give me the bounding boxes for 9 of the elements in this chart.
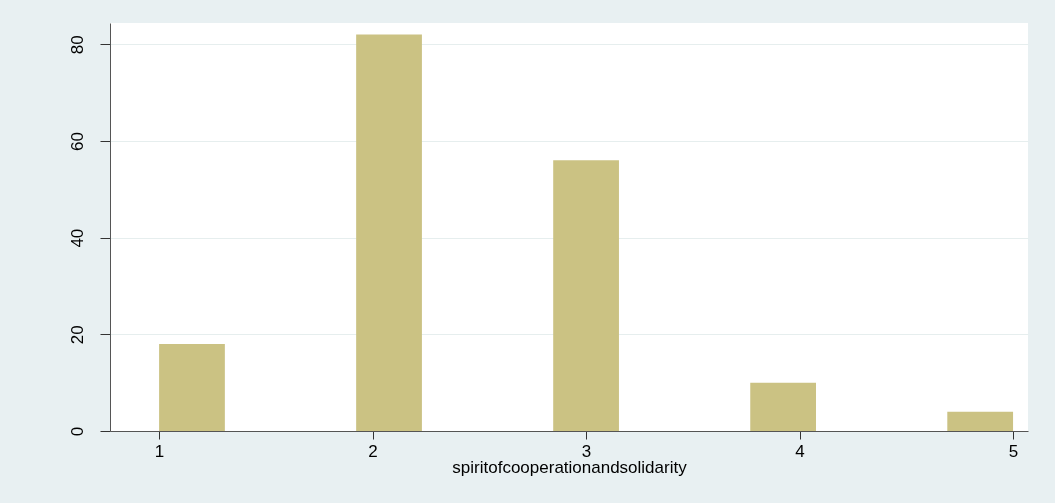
x-tick-label: 2: [368, 441, 378, 461]
y-tick-label: 20: [67, 325, 87, 345]
y-tick-label: 60: [67, 131, 87, 151]
y-tick-label: 80: [67, 35, 87, 55]
x-tick-label: 4: [795, 441, 805, 461]
y-tick-label: 0: [67, 426, 87, 437]
x-tick-label: 5: [1008, 441, 1019, 461]
y-tick-label: 40: [67, 228, 87, 248]
x-tick-label: 1: [154, 441, 165, 461]
